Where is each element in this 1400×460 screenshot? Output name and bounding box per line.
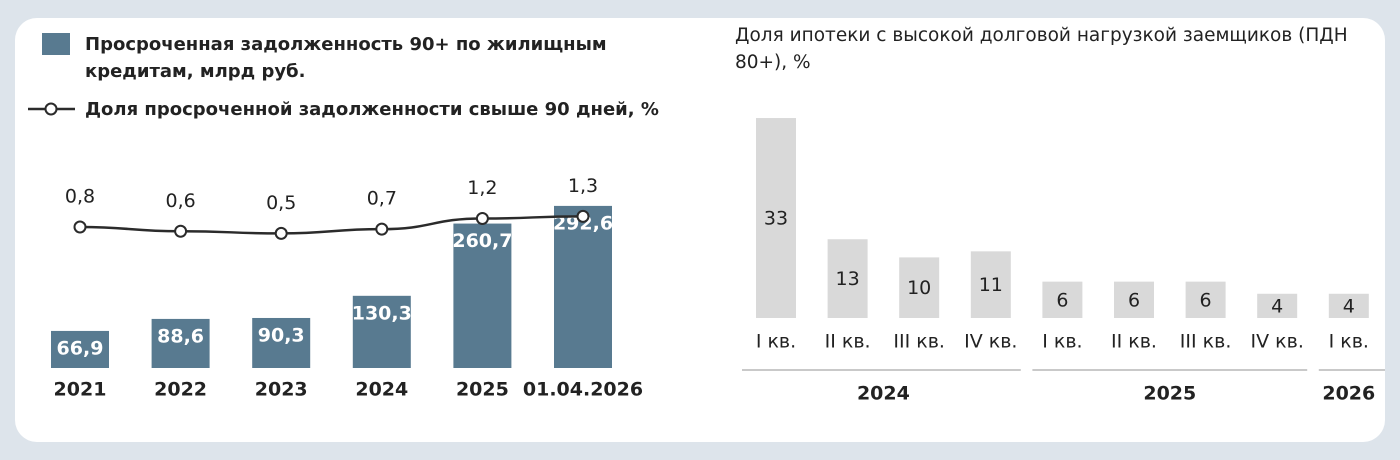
point	[375, 222, 389, 236]
point	[475, 212, 489, 225]
value-label: 130,3	[352, 302, 412, 324]
value-label: 4	[1271, 295, 1283, 317]
point	[274, 226, 288, 240]
legend-label: Просроченная задолженность 90+ по жилищн…	[85, 34, 607, 82]
value-label: 0,5	[266, 192, 296, 214]
value-label: 0,8	[65, 186, 95, 208]
bar	[1328, 293, 1369, 318]
group-label: 2025	[1143, 383, 1196, 405]
value-label: 33	[764, 208, 788, 230]
x-tick-label: IV кв.	[964, 331, 1017, 353]
value-label: 1,3	[568, 175, 598, 197]
value-label: 88,6	[157, 325, 204, 347]
value-label: 13	[836, 268, 860, 290]
value-label: 11	[979, 274, 1003, 296]
x-tick-label: 2021	[54, 379, 107, 401]
x-tick-label: I кв.	[756, 331, 796, 353]
value-label: 66,9	[57, 337, 104, 359]
point	[73, 220, 87, 234]
value-label: 10	[907, 277, 931, 299]
bar	[1114, 281, 1154, 318]
x-tick-label: I кв.	[1329, 331, 1369, 353]
x-tick-label: III кв.	[893, 331, 945, 353]
bar	[1185, 281, 1226, 318]
point	[174, 224, 188, 238]
bar	[151, 318, 210, 368]
point	[576, 209, 590, 223]
bar	[1257, 293, 1298, 318]
value-label: 6	[1200, 289, 1212, 311]
bar	[756, 118, 796, 319]
group-label: 2024	[857, 383, 910, 405]
value-label: 4	[1343, 295, 1355, 317]
line	[79, 215, 584, 235]
x-tick-label: II кв.	[1111, 331, 1157, 353]
value-label: 260,7	[452, 230, 512, 252]
bar	[970, 251, 1011, 318]
x-tick-label: IV кв.	[1251, 331, 1304, 353]
bar	[1042, 281, 1083, 318]
bar	[899, 257, 940, 318]
legend-swatch	[42, 33, 70, 55]
bar	[252, 317, 311, 368]
bar	[453, 223, 512, 368]
value-label: 0,7	[367, 188, 397, 210]
bar	[554, 205, 612, 368]
chart-title: Доля ипотеки с высокой долговой нагрузко…	[735, 25, 1348, 73]
x-tick-label: 2025	[456, 379, 509, 401]
panel	[15, 18, 1385, 442]
value-label: 90,3	[258, 324, 305, 346]
x-tick-label: 2022	[154, 379, 207, 401]
value-label: 0,6	[165, 190, 195, 212]
value-label: 6	[1056, 289, 1068, 311]
x-tick-label: II кв.	[825, 331, 871, 353]
x-tick-label: III кв.	[1180, 331, 1232, 353]
legend-marker	[44, 102, 58, 116]
bar	[352, 295, 411, 368]
x-tick-label: I кв.	[1042, 331, 1082, 353]
bar	[827, 239, 868, 318]
value-label: 6	[1128, 289, 1140, 311]
x-tick-label: 2024	[355, 379, 408, 401]
bar	[51, 330, 109, 368]
x-tick-label: 2023	[255, 379, 308, 401]
group-label: 2026	[1322, 383, 1375, 405]
value-label: 1,2	[467, 177, 497, 199]
x-tick-label: 01.04.2026	[523, 379, 643, 401]
value-label: 292,6	[553, 212, 613, 234]
legend-label: Доля просроченной задолженности свыше 90…	[85, 99, 659, 120]
